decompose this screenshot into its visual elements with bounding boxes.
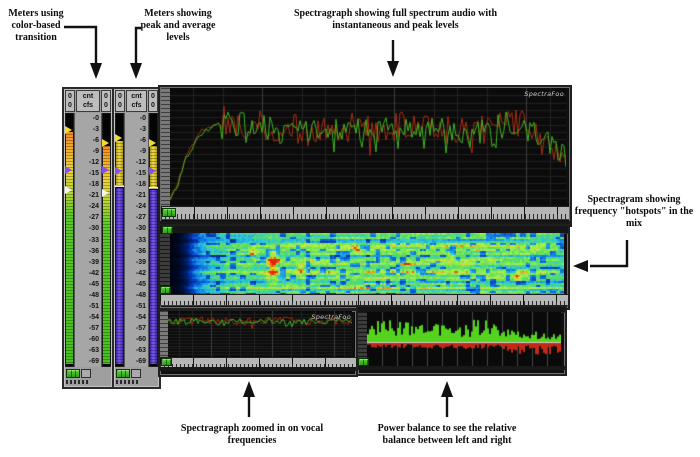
meter-body: -0 -3 -6 -9 -12 -15 -18 -21 -24 -27 -30 -33 -36 -39 -4… bbox=[115, 113, 158, 367]
spectrograph-canvas[interactable] bbox=[170, 88, 566, 205]
annotation-meters-peak: Meters showing peak and average levels bbox=[140, 8, 216, 43]
annotation-spectrogram: Spectragram showing frequency "hotspots"… bbox=[574, 194, 694, 229]
meter-bar-right bbox=[102, 113, 111, 367]
meter-level-badge[interactable] bbox=[116, 369, 130, 378]
meter-aux-badge[interactable] bbox=[131, 369, 141, 378]
meter-bar-left bbox=[115, 113, 124, 367]
zoomed-spectrograph-canvas[interactable] bbox=[168, 311, 352, 357]
power-balance-badge[interactable] bbox=[358, 358, 369, 366]
power-balance-canvas[interactable] bbox=[367, 312, 561, 366]
zoomed-bottom-strip bbox=[160, 367, 356, 371]
meter-bar-right bbox=[149, 113, 158, 367]
meter-level-badge[interactable] bbox=[66, 369, 80, 378]
spectrogram-panel[interactable] bbox=[158, 224, 570, 310]
spectrograph-bottom-strip bbox=[160, 221, 570, 224]
meter-body: -0 -3 -6 -9 -12 -15 -18 -21 -24 -27 -30 -33 -36 -39 -4… bbox=[65, 113, 111, 367]
meter-footer-marks bbox=[66, 380, 90, 384]
zoomed-title: SpectraFoo bbox=[311, 313, 351, 321]
meter-count-labels: cnt cfs bbox=[76, 90, 100, 112]
spectrogram-canvas[interactable] bbox=[170, 233, 564, 294]
annotation-meters-color: Meters using color-based transition bbox=[8, 8, 64, 43]
zoomed-spectrograph-panel[interactable]: SpectraFoo bbox=[158, 309, 358, 377]
spectrogram-top-badge[interactable] bbox=[162, 226, 173, 234]
meter-scale: -0 -3 -6 -9 -12 -15 -18 -21 -24 -27 -30 -33 -36 -39 -4… bbox=[74, 113, 102, 367]
meter-footer bbox=[66, 369, 91, 378]
zoomed-scale-strip bbox=[160, 311, 168, 357]
spectrograph-badge[interactable] bbox=[162, 208, 176, 217]
zoomed-badge[interactable] bbox=[161, 358, 172, 366]
spectrograph-frequency-ruler[interactable] bbox=[161, 206, 569, 220]
annotation-power-balance: Power balance to see the relative balanc… bbox=[377, 423, 517, 446]
meter-count-labels: cnt cfs bbox=[126, 90, 147, 112]
meter-footer-marks bbox=[116, 380, 140, 384]
power-balance-bottom-strip bbox=[358, 366, 565, 370]
meter-aux-badge[interactable] bbox=[81, 369, 91, 378]
meter-bar-left bbox=[65, 113, 74, 367]
spectrograph-title: SpectraFoo bbox=[524, 90, 564, 98]
spectrograph-scale-strip bbox=[161, 88, 170, 206]
power-balance-side-strip bbox=[358, 312, 367, 366]
spectrogram-side-badge[interactable] bbox=[160, 286, 171, 294]
meter-footer bbox=[116, 369, 141, 378]
power-balance-panel[interactable] bbox=[356, 305, 567, 376]
annotation-zoomed: Spectragraph zoomed in on vocal frequenc… bbox=[180, 423, 324, 446]
spectrograph-panel[interactable]: SpectraFoo bbox=[158, 85, 572, 227]
annotation-spectrograph: Spectragraph showing full spectrum audio… bbox=[293, 8, 498, 31]
spectrogram-time-strip bbox=[160, 233, 170, 294]
meter-scale: -0 -3 -6 -9 -12 -15 -18 -21 -24 -27 -30 -33 -36 -39 -4… bbox=[124, 113, 149, 367]
